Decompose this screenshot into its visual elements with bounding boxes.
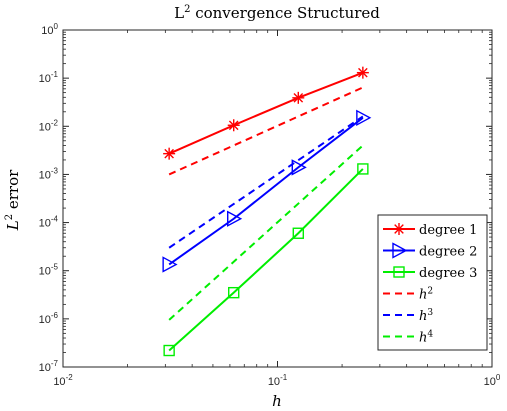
- legend-item: h3: [383, 308, 433, 324]
- y-tick-label: 10-1: [39, 70, 59, 85]
- series-line: [168, 115, 364, 249]
- y-tick-label: 10-7: [39, 359, 59, 374]
- legend-marker: [393, 223, 405, 235]
- y-tick-label: 10-2: [39, 118, 59, 133]
- series-line: [168, 144, 364, 321]
- plot-area: [162, 66, 372, 357]
- y-tick-label: 10-3: [39, 166, 59, 181]
- data-point: [163, 344, 175, 357]
- series-5: [168, 115, 364, 249]
- legend-label: h2: [419, 287, 433, 303]
- legend-item: h4: [383, 330, 433, 346]
- data-point: [291, 159, 307, 176]
- legend-label: h3: [419, 308, 433, 324]
- legend-item: degree 1: [383, 223, 477, 238]
- y-tick-label: 100: [41, 22, 58, 37]
- data-point: [292, 91, 305, 104]
- data-point: [356, 66, 369, 79]
- legend-item: h2: [383, 287, 433, 303]
- y-tick-label: 10-6: [39, 311, 59, 326]
- data-point: [357, 163, 369, 175]
- legend-label: h4: [419, 330, 433, 346]
- legend-label: degree 1: [419, 223, 477, 238]
- x-tick-label: 10-2: [53, 373, 73, 388]
- series-line: [168, 71, 364, 155]
- x-tick-label: 10-1: [268, 373, 288, 388]
- series-line: [168, 168, 364, 352]
- legend-marker: [393, 266, 405, 278]
- x-axis-label: h: [272, 392, 282, 410]
- legend-box: [377, 214, 488, 351]
- y-tick-label: 10-5: [39, 263, 59, 278]
- series-1: [163, 66, 369, 160]
- legend-item: degree 2: [383, 242, 477, 260]
- axes: 10-2 10-1 100 10-7 10-6 10-5 10-4 10-3 10-2 10-1 1…: [39, 22, 501, 388]
- series-line: [168, 117, 364, 266]
- series-6: [168, 144, 364, 321]
- data-point: [227, 119, 240, 132]
- chart-title: L2 convergence Structured: [174, 4, 380, 22]
- series-3: [163, 163, 369, 357]
- legend: degree 1 degree 2 degree 3 h2 h3 h4: [377, 214, 488, 351]
- y-axis-label: L2 error: [4, 169, 22, 231]
- data-point: [163, 147, 176, 160]
- legend-label: degree 3: [419, 266, 477, 281]
- data-point: [162, 256, 178, 273]
- y-tick-label: 10-4: [39, 215, 59, 230]
- data-point: [228, 286, 240, 299]
- x-tick-label: 100: [484, 373, 501, 388]
- legend-label: degree 2: [419, 245, 477, 260]
- legend-item: degree 3: [383, 266, 477, 281]
- legend-marker: [392, 242, 408, 259]
- data-point: [356, 109, 372, 126]
- series-2: [162, 109, 372, 273]
- data-point: [227, 210, 243, 227]
- data-point: [292, 227, 304, 239]
